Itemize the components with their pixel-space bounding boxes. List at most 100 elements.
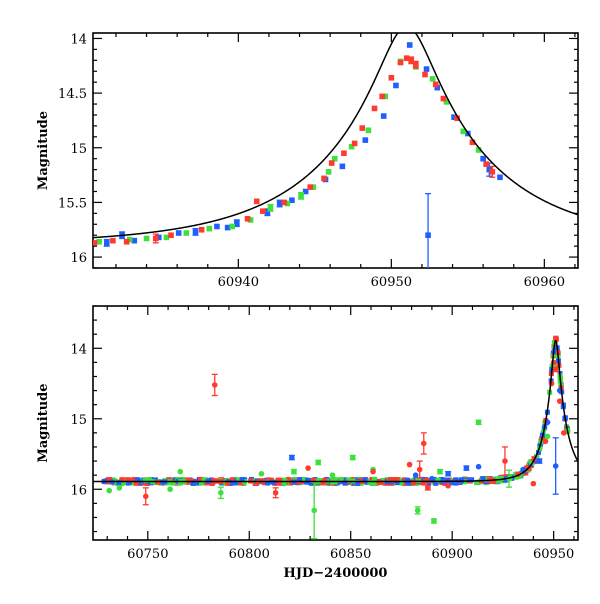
data-point [106, 487, 113, 494]
data-point [302, 188, 309, 195]
data-point [422, 71, 428, 78]
baseline-point [119, 477, 125, 483]
data-point [247, 217, 254, 223]
baseline-point [368, 480, 374, 486]
data-point [362, 137, 369, 143]
data-point [183, 230, 190, 236]
x-tick-label: 60960 [524, 275, 565, 290]
baseline-point [125, 477, 131, 483]
y-tick-label: 16 [70, 483, 87, 498]
data-point [192, 229, 199, 235]
data-point [218, 489, 224, 496]
data-point [403, 55, 410, 61]
baseline-point [142, 478, 148, 484]
x-tick-label: 60940 [218, 275, 259, 290]
data-point [475, 147, 482, 153]
data-point [116, 485, 123, 491]
baseline-point [480, 476, 486, 482]
data-point [542, 438, 549, 445]
baseline-point [281, 480, 287, 486]
data-point [489, 169, 496, 175]
data-point [103, 240, 110, 246]
data-point [440, 95, 447, 102]
data-point [379, 93, 385, 100]
data-point [177, 468, 184, 475]
data-point [437, 468, 443, 475]
x-tick-label: 60800 [229, 547, 270, 562]
data-point [264, 209, 271, 216]
baseline-point [375, 480, 381, 486]
y-tick-label: 14.5 [58, 87, 87, 102]
data-point [325, 169, 332, 175]
model-curve [93, 339, 578, 483]
x-tick-label: 60950 [533, 547, 574, 562]
baseline-point [498, 475, 504, 481]
data-point [152, 235, 159, 242]
baseline-point [372, 476, 378, 482]
baseline-point [420, 476, 426, 482]
baseline-point [170, 480, 176, 486]
baseline-point [265, 480, 271, 486]
data-point [284, 200, 291, 207]
data-point [258, 470, 265, 477]
data-point [530, 480, 537, 487]
data-point [329, 472, 336, 478]
data-point [393, 82, 399, 89]
data-point [214, 223, 220, 230]
data-point [552, 463, 559, 469]
baseline-point [342, 480, 348, 486]
data-point [272, 489, 279, 496]
data-point [110, 237, 116, 244]
peak-point [536, 449, 542, 455]
y-tick-label: 14 [70, 342, 87, 357]
data-point [429, 475, 435, 482]
data-point [289, 454, 295, 461]
data-point [351, 140, 358, 147]
baseline-point [232, 480, 238, 486]
baseline-point [297, 477, 303, 483]
data-point [96, 238, 102, 245]
data-point [502, 458, 508, 464]
baseline-point [445, 478, 451, 484]
baseline-point [288, 479, 294, 485]
baseline-point [394, 477, 400, 483]
baseline-point [371, 480, 377, 486]
data-point [429, 76, 436, 82]
baseline-point [130, 480, 136, 486]
data-point [328, 160, 335, 166]
baseline-point [416, 478, 422, 484]
data-point [380, 113, 387, 119]
baseline-point [469, 477, 475, 483]
data-point [434, 84, 441, 91]
x-tick-label: 60750 [127, 547, 168, 562]
data-point [560, 430, 567, 436]
y-tick-label: 15 [70, 413, 87, 428]
data-point [244, 216, 251, 222]
data-point [445, 482, 451, 489]
data-point [289, 197, 295, 204]
baseline-point [229, 477, 235, 483]
y-axis-title: Magnitude [36, 383, 51, 462]
data-point [469, 139, 476, 146]
data-point [260, 208, 266, 214]
peak-point [534, 454, 540, 460]
baseline-point [259, 478, 265, 484]
y-tick-label: 16 [70, 251, 87, 266]
data-point [445, 470, 451, 477]
baseline-point [300, 477, 306, 483]
x-tick-label: 60950 [371, 275, 412, 290]
model-curve [93, 33, 578, 239]
baseline-point [201, 477, 207, 483]
data-point [253, 198, 260, 205]
data-point [431, 518, 437, 524]
plot-frame-bottom [92, 305, 579, 541]
data-point [406, 461, 413, 468]
baseline-point [199, 480, 205, 486]
data-point [552, 366, 559, 373]
y-tick-label: 15.5 [58, 196, 87, 211]
data-point [475, 419, 482, 426]
baseline-point [346, 477, 352, 483]
baseline-point [362, 477, 368, 483]
baseline-point [320, 479, 326, 485]
baseline-point [133, 480, 139, 486]
